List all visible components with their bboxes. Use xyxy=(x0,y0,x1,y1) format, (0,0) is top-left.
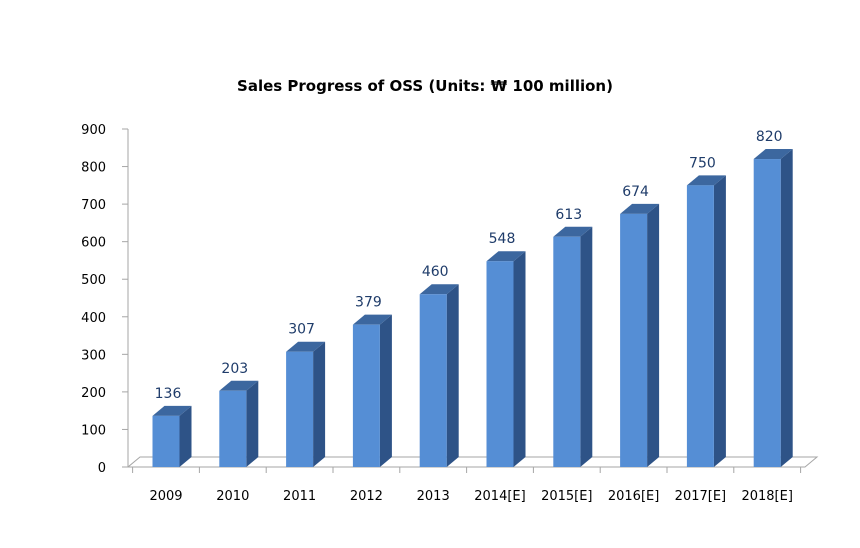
y-tick-label: 600 xyxy=(81,236,106,251)
bar-2011 xyxy=(286,341,326,467)
y-tick-label: 800 xyxy=(81,161,106,176)
bar-top-face xyxy=(686,175,726,186)
data-label: 820 xyxy=(756,129,783,145)
bar-2016[E] xyxy=(620,203,660,467)
y-tick-label: 700 xyxy=(81,198,106,213)
bar-2014[E] xyxy=(486,251,526,467)
bar-front-face xyxy=(419,294,447,467)
data-label: 307 xyxy=(288,322,315,338)
y-tick-label: 500 xyxy=(81,273,106,288)
bar-top-face xyxy=(286,341,326,352)
y-tick-label: 100 xyxy=(81,423,106,438)
data-label: 548 xyxy=(489,231,516,247)
chart-title: Sales Progress of OSS (Units: ₩ 100 mill… xyxy=(237,77,613,95)
bar-front-face xyxy=(219,390,247,467)
bar-top-face xyxy=(352,314,392,325)
bar-top-face xyxy=(152,405,192,416)
y-tick-label: 900 xyxy=(81,123,106,138)
bar-top-face xyxy=(553,226,593,237)
x-tick-label: 2012 xyxy=(350,489,383,504)
labels: 0 100 200 300 400 500 600 700 800 900 136 2009 203 20… xyxy=(81,123,793,504)
bars xyxy=(152,149,793,468)
bar-side-face xyxy=(513,251,526,467)
data-label: 460 xyxy=(422,264,449,280)
bar-front-face xyxy=(286,351,314,467)
bar-front-face xyxy=(553,236,581,467)
bar-2009 xyxy=(152,405,192,467)
data-label: 750 xyxy=(689,155,716,171)
x-tick-label: 2016[E] xyxy=(608,489,659,504)
bar-side-face xyxy=(379,314,392,467)
bar-front-face xyxy=(152,415,180,467)
x-tick-label: 2011 xyxy=(283,489,316,504)
x-tick-label: 2017[E] xyxy=(675,489,726,504)
x-tick-label: 2009 xyxy=(149,489,182,504)
bar-side-face xyxy=(780,149,793,468)
x-tick-label: 2013 xyxy=(417,489,450,504)
bar-side-face xyxy=(246,380,259,467)
bar-2017[E] xyxy=(686,175,726,468)
data-label: 136 xyxy=(155,386,182,402)
bar-2018[E] xyxy=(753,149,793,468)
bar-front-face xyxy=(753,159,781,468)
bar-2012 xyxy=(352,314,392,467)
bar-side-face xyxy=(713,175,726,468)
y-tick-label: 400 xyxy=(81,311,106,326)
x-tick-label: 2018[E] xyxy=(741,489,792,504)
bar-top-face xyxy=(620,203,660,214)
bar-top-face xyxy=(419,284,459,295)
bar-side-face xyxy=(179,405,192,467)
bar-2013 xyxy=(419,284,459,467)
y-tick-label: 0 xyxy=(98,461,106,476)
data-label: 379 xyxy=(355,295,382,311)
bar-2010 xyxy=(219,380,259,467)
bar-side-face xyxy=(580,226,593,467)
bar-front-face xyxy=(620,213,648,467)
bar-top-face xyxy=(753,149,793,160)
bar-top-face xyxy=(486,251,526,262)
bar-side-face xyxy=(446,284,459,467)
bar-side-face xyxy=(647,203,660,467)
bar-2015[E] xyxy=(553,226,593,467)
bar-front-face xyxy=(486,261,514,467)
bar-front-face xyxy=(352,324,380,467)
data-label: 674 xyxy=(622,184,649,200)
bar-side-face xyxy=(313,341,326,467)
x-tick-label: 2014[E] xyxy=(474,489,525,504)
bar-top-face xyxy=(219,380,259,391)
bar-front-face xyxy=(686,185,714,468)
x-tick-label: 2010 xyxy=(216,489,249,504)
y-tick-label: 200 xyxy=(81,386,106,401)
data-label: 203 xyxy=(221,361,248,377)
y-tick-label: 300 xyxy=(81,348,106,363)
x-tick-label: 2015[E] xyxy=(541,489,592,504)
data-label: 613 xyxy=(555,207,582,223)
